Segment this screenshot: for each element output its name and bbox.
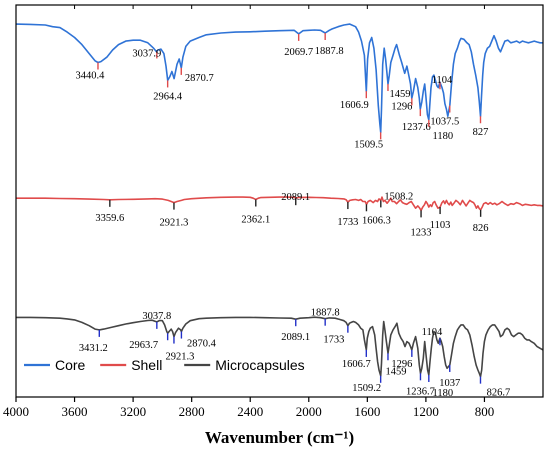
peak-label: 1509.5: [354, 139, 383, 150]
peak-label: 1296: [391, 359, 412, 370]
peak-label: 1037: [439, 378, 460, 389]
peak-label: 2362.1: [241, 215, 270, 226]
plot-frame: [15, 4, 544, 398]
peak-label: 1887.8: [315, 46, 344, 57]
peak-label: 2870.4: [187, 339, 217, 350]
peak-label: 1508.2: [384, 191, 413, 202]
peak-label: 827: [473, 127, 489, 138]
peak-label: 1459: [385, 366, 406, 377]
x-tick-label: 800: [475, 404, 495, 419]
x-tick-label: 2800: [179, 404, 205, 419]
peak-label: 2921.3: [160, 218, 189, 229]
peak-label: 2069.7: [284, 47, 313, 58]
peak-label: 2870.7: [185, 73, 214, 84]
peak-label: 1237.6: [402, 122, 431, 133]
peak-label: 1236.7: [406, 386, 435, 397]
peak-label: 1606.3: [362, 215, 391, 226]
peak-label: 1180: [433, 388, 454, 399]
series-line-shell: [16, 196, 544, 212]
x-tick-label: 1600: [354, 404, 380, 419]
peak-label: 1103: [430, 220, 451, 231]
x-tick-label: 4000: [3, 404, 29, 419]
plot-area: [15, 23, 544, 378]
peak-label: 3440.4: [76, 71, 106, 82]
peak-label: 1104: [432, 75, 453, 86]
peak-label: 1104: [422, 327, 443, 338]
peak-label: 3359.6: [95, 213, 124, 224]
x-tick-label: 1200: [413, 404, 439, 419]
peak-label: 2963.7: [129, 340, 158, 351]
peak-label: 1733: [323, 335, 344, 346]
peak-label: 2921.3: [166, 352, 195, 363]
x-tick-label: 2000: [296, 404, 322, 419]
x-tick-label: 3600: [62, 404, 88, 419]
peak-label: 1733: [337, 217, 358, 228]
legend-label-microcapsules: Microcapsules: [215, 357, 304, 373]
peak-label: 3037.8: [142, 311, 171, 322]
peak-label: 1296: [391, 101, 412, 112]
series-line-microcapsules: [16, 316, 544, 378]
peak-label: 826.7: [487, 388, 511, 399]
peak-label: 2089.1: [281, 332, 310, 343]
peak-label: 1887.8: [311, 308, 340, 319]
peak-label: 826: [473, 223, 489, 234]
peak-label: 2089.1: [281, 192, 310, 203]
x-axis: 4000 3600 3200 2800 2400 2000 1600 1200 800: [3, 4, 544, 419]
x-tick-label: 2400: [237, 404, 263, 419]
peak-label: 1180: [433, 131, 454, 142]
peak-label: 3037.9: [132, 48, 161, 59]
x-tick-label: 3200: [120, 404, 146, 419]
peak-label: 1459: [389, 89, 410, 100]
legend-label-core: Core: [55, 357, 86, 373]
peak-label: 1606.9: [340, 100, 369, 111]
series-line-core: [15, 23, 543, 134]
peak-label: 1233: [411, 227, 432, 238]
peak-label: 1037.5: [430, 117, 459, 128]
legend-label-shell: Shell: [131, 357, 162, 373]
peak-label: 1509.2: [352, 383, 381, 394]
x-axis-title: Wavenumber (cm⁻¹): [205, 428, 354, 447]
peak-label: 1606.7: [342, 359, 371, 370]
peak-label: 2964.4: [153, 91, 183, 102]
legend: Core Shell Microcapsules: [24, 357, 305, 373]
peak-label: 3431.2: [79, 343, 108, 354]
